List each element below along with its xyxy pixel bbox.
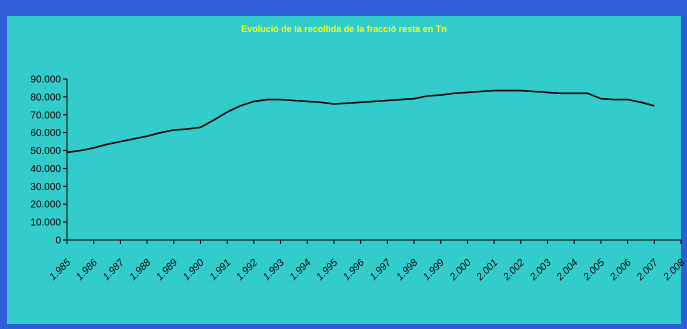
- y-tick-label: 20.000: [30, 200, 61, 211]
- chart-title: Evolució de la recollida de la fracció r…: [241, 24, 447, 34]
- y-tick-label: 80.000: [30, 92, 61, 103]
- y-tick-label: 40.000: [30, 164, 61, 175]
- chart-area: [7, 16, 681, 324]
- y-tick-label: 70.000: [30, 110, 61, 121]
- y-tick-label: 30.000: [30, 182, 61, 193]
- y-tick-label: 90.000: [30, 75, 61, 86]
- y-tick-label: 10.000: [30, 218, 61, 229]
- y-tick-label: 0: [55, 236, 61, 247]
- y-axis-ticks: 0 10.000 20.000 30.000 40.000 50.000 60.000 70.…: [30, 75, 67, 247]
- y-tick-label: 50.000: [30, 146, 61, 157]
- y-tick-label: 60.000: [30, 128, 61, 139]
- series-line: [66, 89, 655, 154]
